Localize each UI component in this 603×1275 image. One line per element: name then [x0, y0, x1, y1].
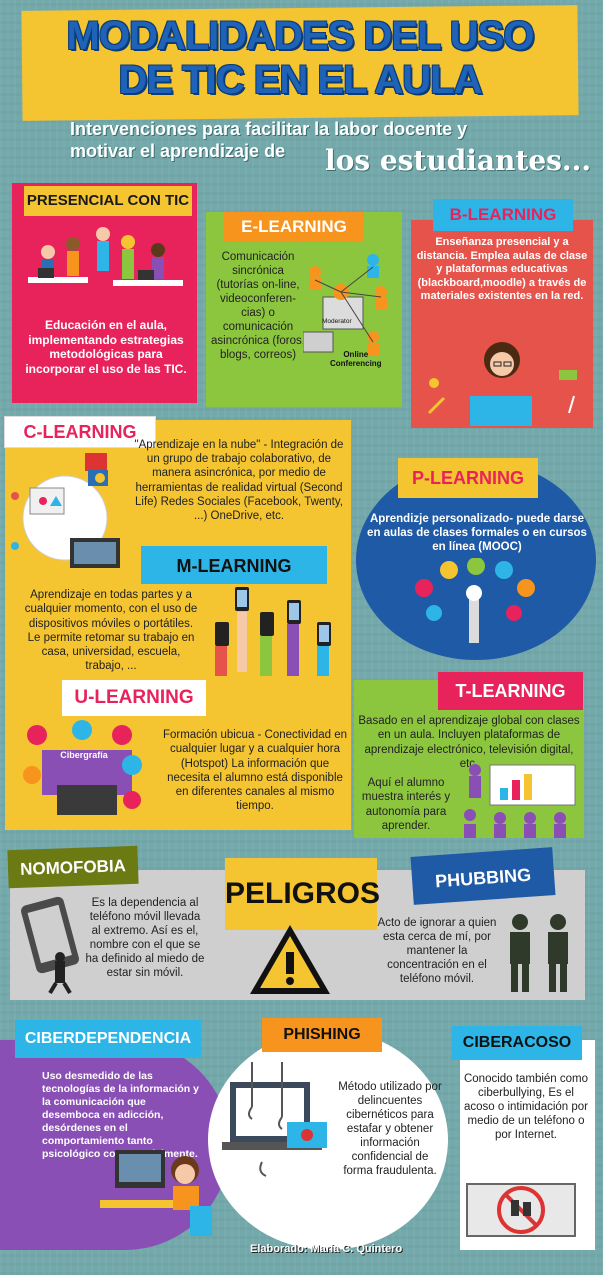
tlearning-text: Basado en el aprendizaje global con clas…	[358, 715, 580, 770]
elearning-label: E-LEARNING	[224, 212, 364, 242]
online-caption-line-1: Online	[343, 350, 369, 359]
plearning-label: P-LEARNING	[398, 458, 538, 498]
ulearning-text: Formación ubicua - Conectividad en cualq…	[162, 729, 348, 813]
child-computer-illustration	[100, 1150, 212, 1236]
tlearning-label: T-LEARNING	[438, 672, 583, 710]
peligros-label: PELIGROS	[225, 858, 380, 930]
cyber-illustration	[23, 720, 142, 815]
phone-weight-illustration	[21, 896, 79, 995]
nomofobia-label: NOMOFOBIA	[7, 845, 139, 889]
mlearning-label: M-LEARNING	[141, 546, 327, 584]
phubbing-label: PHUBBING	[410, 847, 556, 905]
subtitle-line-2: motivar el aprendizaje de	[70, 141, 286, 161]
no-bullying-illustration	[466, 1183, 576, 1237]
clearning-text: "Aprendizaje en la nube" - Integración d…	[134, 439, 344, 523]
phishing-label: PHISHING	[262, 1018, 382, 1052]
cloud-illustration	[11, 453, 120, 568]
tlearning-text-2: Aquí el alumno muestra interés y autonom…	[361, 777, 451, 832]
blearning-panel	[411, 220, 593, 428]
warning-icon	[250, 925, 330, 994]
mlearning-text: Aprendizaje en todas partes y a cualquie…	[24, 589, 198, 673]
presencial-label: PRESENCIAL CON TIC	[24, 186, 192, 216]
online-caption-line-2: Conferencing	[330, 359, 382, 368]
presencial-text: Educación en el aula, implementando estr…	[25, 318, 187, 376]
elearning-panel	[206, 212, 402, 407]
page-title: MODALIDADES DEL USO DE TIC EN EL AULA	[20, 14, 580, 102]
cyber-caption: Cibergrafía	[60, 750, 108, 760]
ciberacoso-text: Conocido también como ciberbullying, Es …	[463, 1073, 588, 1141]
blearning-text: Enseñanza presencial y a distancia. Empl…	[416, 236, 588, 302]
phubbing-text: Acto de ignorar a quien esta cerca de mí…	[377, 917, 497, 985]
clearning-label: C-LEARNING	[4, 416, 156, 448]
phishing-text: Método utilizado por delincuentes cibern…	[338, 1081, 442, 1177]
subtitle-line-1: Intervenciones para facilitar la labor d…	[70, 119, 468, 139]
footer-credit: Elaborado: María C. Quintero	[250, 1243, 403, 1255]
phubbing-people-icon	[510, 914, 568, 992]
moderator-caption: Moderator	[322, 318, 352, 325]
classroom-tv-illustration	[464, 764, 576, 838]
conferencing-illustration	[303, 254, 387, 355]
ulearning-label: U-LEARNING	[62, 680, 206, 716]
ciberacoso-label: CIBERACOSO	[452, 1026, 582, 1060]
title-line-2: DE TIC EN EL AULA	[118, 58, 482, 102]
mobile-hands-illustration	[215, 587, 331, 676]
nomofobia-text: Es la dependencia al teléfono móvil llev…	[85, 897, 205, 979]
subtitle: Intervenciones para facilitar la labor d…	[70, 118, 550, 162]
phishing-laptop-illustration	[222, 1062, 327, 1177]
blearning-label: B-LEARNING	[433, 199, 573, 231]
subtitle-highlight: los estudiantes...	[325, 144, 592, 177]
network-tree-illustration	[415, 558, 535, 643]
elearning-text: Comunicación sincrónica (tutorías on-lin…	[211, 251, 305, 361]
classroom-illustration	[18, 222, 193, 312]
ciberdependencia-label: CIBERDEPENDENCIA	[15, 1020, 201, 1058]
title-line-1: MODALIDADES DEL USO	[66, 14, 535, 58]
teacher-illustration	[427, 342, 577, 426]
plearning-text: Aprendizje personalizado- puede darse en…	[367, 513, 587, 553]
online-caption: Online Conferencing	[330, 350, 382, 368]
